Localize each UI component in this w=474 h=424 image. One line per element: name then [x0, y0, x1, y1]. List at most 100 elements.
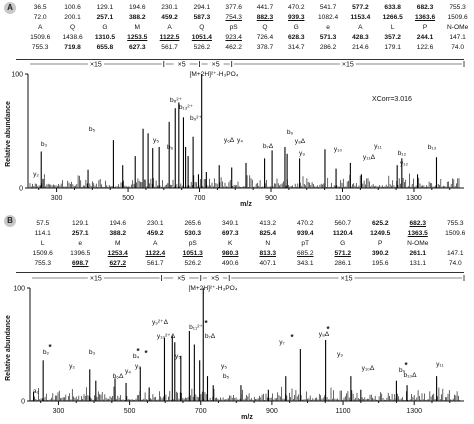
fragment-cell: 407.1: [259, 259, 276, 267]
peak-annotation: b₁₀Δ: [403, 372, 417, 379]
noise-floor: [29, 173, 460, 188]
fragment-cell: 980.3: [221, 249, 239, 257]
fragment-cell: 1266.5: [382, 13, 403, 21]
asterisk-marker: *: [136, 347, 140, 356]
fragment-row: 1509.6 1438.6 1310.5 1253.5 1122.5 1051.4 923.…: [24, 32, 474, 42]
fragment-cell: 470.2: [287, 3, 305, 11]
peak-annotation: y₉: [337, 351, 343, 358]
peak-annotation: b₇Δ: [205, 333, 216, 340]
fragment-cell: 129.1: [71, 219, 89, 227]
x-tick-label: 1300: [406, 195, 422, 202]
fragment-cell: A: [358, 23, 363, 31]
peak-annotation: y₅: [153, 137, 159, 144]
fragment-cell: e: [78, 239, 83, 247]
fragment-cell: M: [134, 23, 141, 31]
fragment-cell: L: [40, 239, 45, 247]
fragment-cell: 560.7: [334, 219, 351, 227]
x-tick-label: 700: [195, 408, 207, 415]
zoom-factor-label: ×5: [211, 276, 219, 283]
fragment-cell: e: [326, 23, 330, 31]
fragment-cell: 257.1: [96, 13, 114, 21]
peak-annotation: b₄: [133, 353, 140, 360]
y-tick-label: 0: [19, 186, 23, 193]
fragment-row: 755.3 698.7 627.2 561.7 526.2 490.6 407.1 343.1…: [24, 258, 474, 268]
fragment-cell: 1120.4: [332, 229, 353, 237]
fragment-cell: pS: [229, 23, 238, 31]
peak-annotation: [M+2H]²⁺-H₃PO₄: [189, 285, 238, 292]
fragment-cell: 1509.6: [447, 13, 468, 21]
fragment-cell: 682.3: [416, 3, 434, 11]
fragment-cell: 1509.6: [445, 229, 466, 237]
peak-annotation: y₁₂: [400, 160, 409, 167]
panel-a-spectrum: 0 100 300 500 700 900 1100 1300 m/z Relative abun…: [5, 60, 465, 208]
peak-annotation: b₉: [399, 367, 406, 374]
peak-annotation: y₁₁: [374, 143, 383, 150]
peak-annotation: y₁₀²⁺Δ: [157, 333, 176, 340]
peak-annotation: b₇Δ: [263, 143, 274, 150]
fragment-cell: 244.1: [416, 33, 434, 41]
fragment-cell: 697.3: [221, 229, 239, 237]
x-axis-label: m/z: [240, 201, 252, 208]
fragment-cell: 490.6: [221, 259, 239, 267]
x-tick-label: 1100: [336, 408, 351, 415]
zoom-label-bg: [206, 274, 223, 282]
zoom-factor-label: ×15: [342, 62, 354, 69]
fragment-cell: 131.1: [409, 259, 426, 267]
fragment-cell: N: [265, 239, 271, 247]
fragment-cell: 413.2: [259, 219, 276, 227]
fragment-cell: P: [378, 239, 383, 247]
fragment-cell: 179.1: [384, 43, 401, 51]
y-axis-label: Relative abundance: [5, 315, 12, 381]
fragment-cell: 388.2: [109, 229, 126, 237]
fragment-cell: 265.6: [184, 219, 201, 227]
x-tick-label: 300: [51, 195, 63, 202]
fragment-cell: 378.7: [256, 43, 274, 51]
fragment-cell: 923.4: [225, 33, 242, 41]
peak-annotation: y₅: [221, 363, 227, 370]
fragment-cell: G: [293, 23, 299, 31]
fragment-cell: 129.1: [96, 3, 114, 11]
x-axis-label: m/z: [241, 414, 253, 421]
fragment-cell: 1249.5: [370, 229, 391, 237]
fragment-cell: 1051.3: [182, 249, 203, 257]
panel-a-fragment-table: 36.5 100.6 129.1 194.6 230.1 294.1 377.6 441.7 4…: [24, 2, 474, 52]
peak-annotation: b₁₃: [428, 144, 437, 151]
zoom-label-bg: [207, 60, 224, 68]
fragment-cell: 754.3: [225, 13, 242, 21]
fragment-cell: 755.3: [446, 219, 464, 227]
x-tick-label: 1300: [406, 408, 422, 415]
fragment-cell: 195.6: [371, 259, 389, 267]
fragment-cell: 939.4: [296, 229, 314, 237]
peak-annotation: b₁₃²⁺: [179, 104, 194, 111]
peak-annotation: b₉²⁺: [190, 115, 202, 122]
peak-annotation: y₃: [135, 363, 141, 370]
peak-annotation: y₅: [175, 353, 181, 360]
fragment-cell: 194.6: [109, 219, 126, 227]
fragment-cell: 428.3: [352, 33, 369, 41]
peak-annotation: b₂: [43, 349, 50, 356]
fragment-cell: P: [422, 23, 428, 31]
fragment-cell: 261.1: [409, 249, 426, 257]
fragment-cell: 377.6: [225, 3, 242, 11]
zoom-label-bg: [87, 60, 104, 68]
x-tick-label: 500: [122, 195, 134, 202]
fragment-cell: 1082.4: [317, 13, 339, 21]
panel-a-badge: A: [4, 2, 16, 14]
fragment-cell: 755.3: [31, 43, 49, 51]
fragment-cell: 462.2: [225, 43, 242, 51]
fragment-cell: L: [390, 23, 395, 31]
fragment-cell: 459.2: [161, 13, 178, 21]
fragment-row: 36.5 100.6 129.1 194.6 230.1 294.1 377.6 441.7 4…: [24, 2, 474, 12]
fragment-cell: 627.2: [109, 259, 126, 267]
peak-annotation: y₂: [69, 363, 75, 370]
fragment-cell: 257.1: [71, 229, 89, 237]
zoom-factor-label: ×15: [90, 276, 102, 283]
x-tick-label: 300: [53, 408, 65, 415]
fragment-cell: Q: [262, 23, 268, 31]
zoom-label-bg: [338, 274, 355, 282]
fragment-cell: 625.2: [371, 219, 389, 227]
asterisk-marker: *: [290, 333, 294, 342]
zoom-factor-label: ×15: [90, 62, 102, 69]
